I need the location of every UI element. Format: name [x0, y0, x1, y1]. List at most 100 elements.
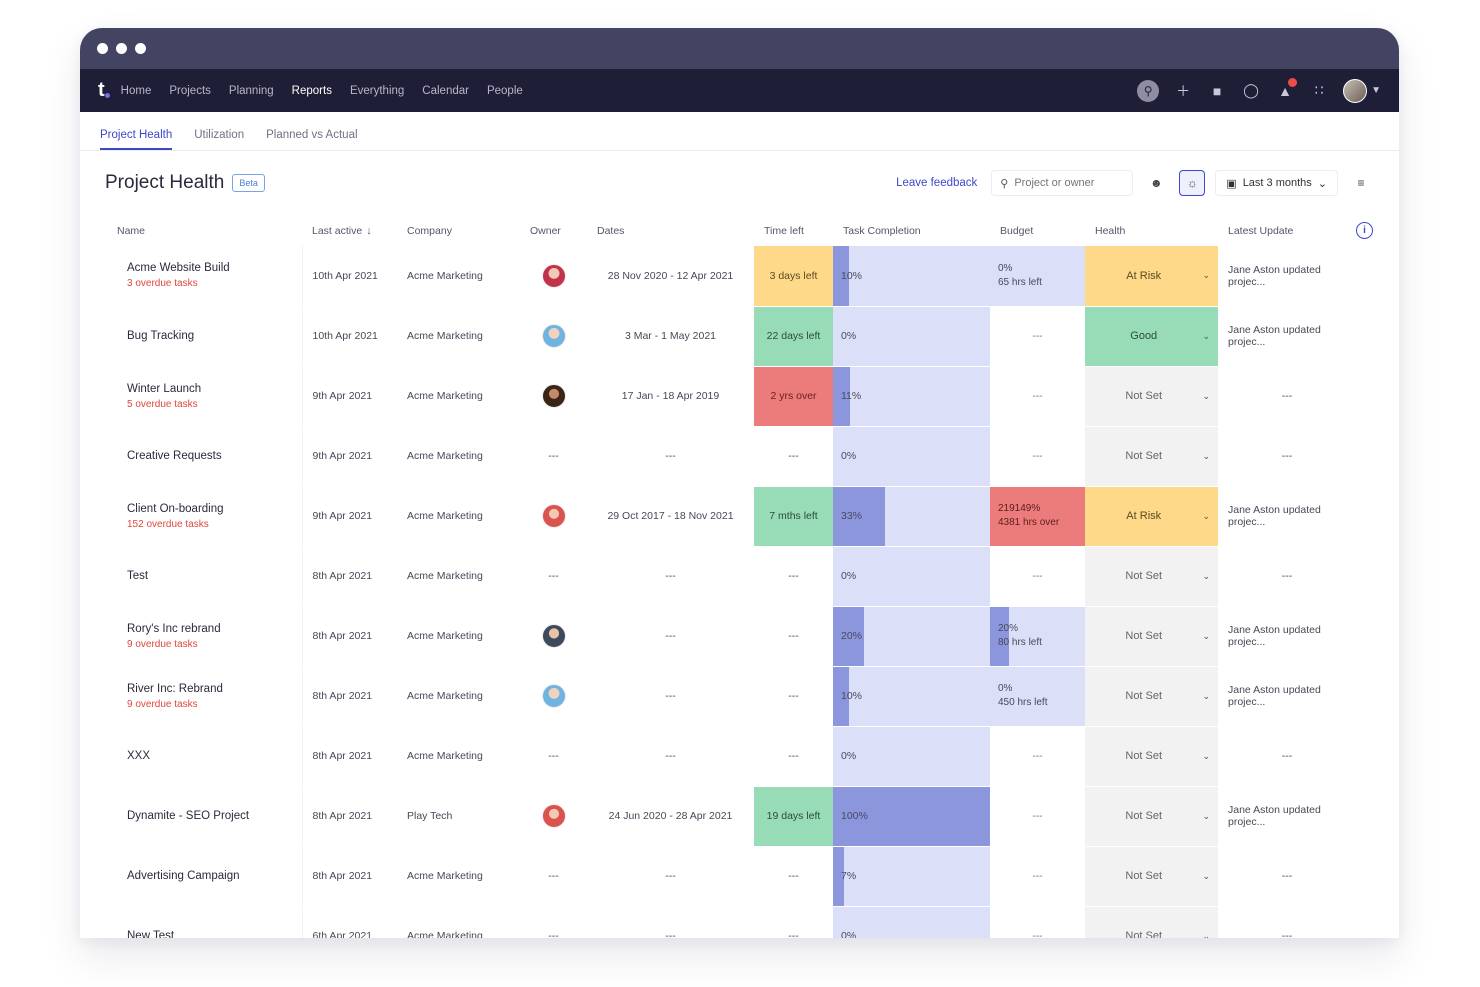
- owner-avatar[interactable]: [541, 624, 566, 648]
- date-range-select[interactable]: ▣ Last 3 months ⌄: [1215, 170, 1338, 196]
- overdue-tasks[interactable]: 152 overdue tasks: [127, 518, 209, 530]
- latest-update-cell[interactable]: Jane Aston updated projec...: [1218, 666, 1356, 727]
- table-row[interactable]: Winter Launch 5 overdue tasks 9th Apr 2021…: [105, 366, 1380, 427]
- health-select[interactable]: Not Set ⌄: [1085, 726, 1218, 787]
- owner-avatar[interactable]: [541, 504, 566, 528]
- project-name-cell[interactable]: Winter Launch 5 overdue tasks: [105, 366, 302, 427]
- grid-icon[interactable]: ∷: [1314, 82, 1324, 98]
- project-name-cell[interactable]: Bug Tracking: [105, 306, 302, 367]
- latest-update-cell[interactable]: Jane Aston updated projec...: [1218, 246, 1356, 307]
- latest-update-cell[interactable]: ---: [1218, 906, 1356, 938]
- nav-item-planning[interactable]: Planning: [228, 84, 274, 97]
- chevron-down-icon[interactable]: ⌄: [1202, 750, 1210, 761]
- col-header-owner[interactable]: Owner: [530, 224, 561, 237]
- chevron-down-icon[interactable]: ⌄: [1202, 570, 1210, 581]
- nav-item-everything[interactable]: Everything: [349, 84, 405, 97]
- nav-item-people[interactable]: People: [486, 84, 523, 97]
- chevron-down-icon[interactable]: ⌄: [1202, 870, 1210, 881]
- health-select[interactable]: Not Set ⌄: [1085, 846, 1218, 907]
- tab-project-health[interactable]: Project Health: [100, 129, 173, 150]
- project-name-cell[interactable]: Acme Website Build 3 overdue tasks: [105, 246, 302, 307]
- chevron-down-icon[interactable]: ⌄: [1202, 690, 1210, 701]
- project-name[interactable]: Advertising Campaign: [127, 870, 240, 882]
- chevron-down-icon[interactable]: ⌄: [1202, 810, 1210, 821]
- project-name-cell[interactable]: Client On-boarding 152 overdue tasks: [105, 486, 302, 547]
- table-row[interactable]: Acme Website Build 3 overdue tasks 10th Ap…: [105, 246, 1380, 307]
- owner-avatar[interactable]: [541, 263, 566, 288]
- latest-update-cell[interactable]: ---: [1218, 846, 1356, 907]
- project-name[interactable]: Creative Requests: [127, 450, 222, 462]
- col-header-name[interactable]: Name: [117, 224, 146, 237]
- nav-item-home[interactable]: Home: [120, 84, 152, 97]
- search-field[interactable]: ⚲: [991, 170, 1134, 196]
- project-name[interactable]: Acme Website Build: [127, 262, 230, 275]
- table-row[interactable]: Test 8th Apr 2021 Acme Marketing --- --- --- 0…: [105, 546, 1380, 607]
- health-select[interactable]: At Risk ⌄: [1085, 246, 1218, 307]
- tab-utilization[interactable]: Utilization: [194, 129, 245, 141]
- avatar[interactable]: [1343, 78, 1368, 103]
- info-icon[interactable]: i: [1356, 222, 1373, 239]
- project-name[interactable]: Bug Tracking: [127, 330, 195, 342]
- search-icon[interactable]: ⚲: [1137, 79, 1160, 102]
- col-header-last-active[interactable]: Last active ↓: [312, 224, 372, 237]
- col-header-company[interactable]: Company: [407, 224, 452, 237]
- project-name[interactable]: Rory's Inc rebrand: [127, 622, 221, 635]
- health-select[interactable]: Not Set ⌄: [1085, 366, 1218, 427]
- leave-feedback-link[interactable]: Leave feedback: [896, 177, 978, 189]
- chat-icon[interactable]: ◯: [1243, 82, 1259, 98]
- overdue-tasks[interactable]: 3 overdue tasks: [127, 278, 198, 290]
- table-row[interactable]: XXX 8th Apr 2021 Acme Marketing --- --- --- 0%…: [105, 726, 1380, 787]
- chevron-down-icon[interactable]: ⌄: [1202, 390, 1210, 401]
- project-name[interactable]: Test: [127, 570, 149, 582]
- project-name-cell[interactable]: River Inc: Rebrand 9 overdue tasks: [105, 666, 302, 727]
- group-filter-icon[interactable]: ☼: [1179, 170, 1206, 196]
- chevron-down-icon[interactable]: ▼: [1371, 85, 1381, 96]
- chevron-down-icon[interactable]: ⌄: [1202, 270, 1210, 281]
- owner-avatar[interactable]: [541, 324, 566, 348]
- table-row[interactable]: Creative Requests 9th Apr 2021 Acme Market…: [105, 426, 1380, 487]
- health-select[interactable]: Not Set ⌄: [1085, 606, 1218, 667]
- nav-item-reports[interactable]: Reports: [291, 84, 332, 97]
- overdue-tasks[interactable]: 9 overdue tasks: [127, 638, 198, 650]
- project-name[interactable]: XXX: [127, 750, 151, 762]
- latest-update-cell[interactable]: Jane Aston updated projec...: [1218, 786, 1356, 847]
- col-header-dates[interactable]: Dates: [597, 224, 625, 237]
- health-select[interactable]: Good ⌄: [1085, 306, 1218, 367]
- col-header-health[interactable]: Health: [1095, 224, 1126, 237]
- latest-update-cell[interactable]: ---: [1218, 726, 1356, 787]
- plus-icon[interactable]: ＋: [1176, 82, 1191, 99]
- col-header-task-completion[interactable]: Task Completion: [843, 224, 921, 237]
- latest-update-cell[interactable]: Jane Aston updated projec...: [1218, 306, 1356, 367]
- project-name[interactable]: Winter Launch: [127, 382, 202, 395]
- person-filter-icon[interactable]: ☻: [1149, 176, 1163, 190]
- project-name-cell[interactable]: Creative Requests: [105, 426, 302, 487]
- health-select[interactable]: Not Set ⌄: [1085, 906, 1218, 938]
- chevron-down-icon[interactable]: ⌄: [1202, 510, 1210, 521]
- col-header-time-left[interactable]: Time left: [764, 224, 804, 237]
- overdue-tasks[interactable]: 5 overdue tasks: [127, 398, 198, 410]
- owner-avatar[interactable]: [541, 684, 566, 708]
- window-dot-close[interactable]: [97, 43, 108, 54]
- table-row[interactable]: Dynamite - SEO Project 8th Apr 2021 Play T…: [105, 786, 1380, 847]
- tab-planned-vs-actual[interactable]: Planned vs Actual: [266, 129, 358, 141]
- chevron-down-icon[interactable]: ⌄: [1202, 930, 1210, 939]
- table-row[interactable]: Bug Tracking 10th Apr 2021 Acme Marketing 3…: [105, 306, 1380, 367]
- health-select[interactable]: At Risk ⌄: [1085, 486, 1218, 547]
- latest-update-cell[interactable]: ---: [1218, 426, 1356, 487]
- table-row[interactable]: River Inc: Rebrand 9 overdue tasks 8th Apr…: [105, 666, 1380, 727]
- nav-item-projects[interactable]: Projects: [169, 84, 211, 97]
- latest-update-cell[interactable]: Jane Aston updated projec...: [1218, 606, 1356, 667]
- table-row[interactable]: Advertising Campaign 8th Apr 2021 Acme Mar…: [105, 846, 1380, 907]
- health-select[interactable]: Not Set ⌄: [1085, 666, 1218, 727]
- project-name-cell[interactable]: Rory's Inc rebrand 9 overdue tasks: [105, 606, 302, 667]
- table-row[interactable]: New Test 6th Apr 2021 Acme Marketing --- ---…: [105, 906, 1380, 938]
- col-header-budget[interactable]: Budget: [1000, 224, 1034, 237]
- owner-avatar[interactable]: [541, 804, 566, 828]
- chevron-down-icon[interactable]: ⌄: [1202, 450, 1210, 461]
- project-name[interactable]: Client On-boarding: [127, 502, 224, 515]
- health-select[interactable]: Not Set ⌄: [1085, 426, 1218, 487]
- search-input[interactable]: [1014, 177, 1125, 189]
- filter-icon[interactable]: ≡: [1357, 176, 1365, 190]
- project-name-cell[interactable]: Test: [105, 546, 302, 607]
- latest-update-cell[interactable]: ---: [1218, 546, 1356, 607]
